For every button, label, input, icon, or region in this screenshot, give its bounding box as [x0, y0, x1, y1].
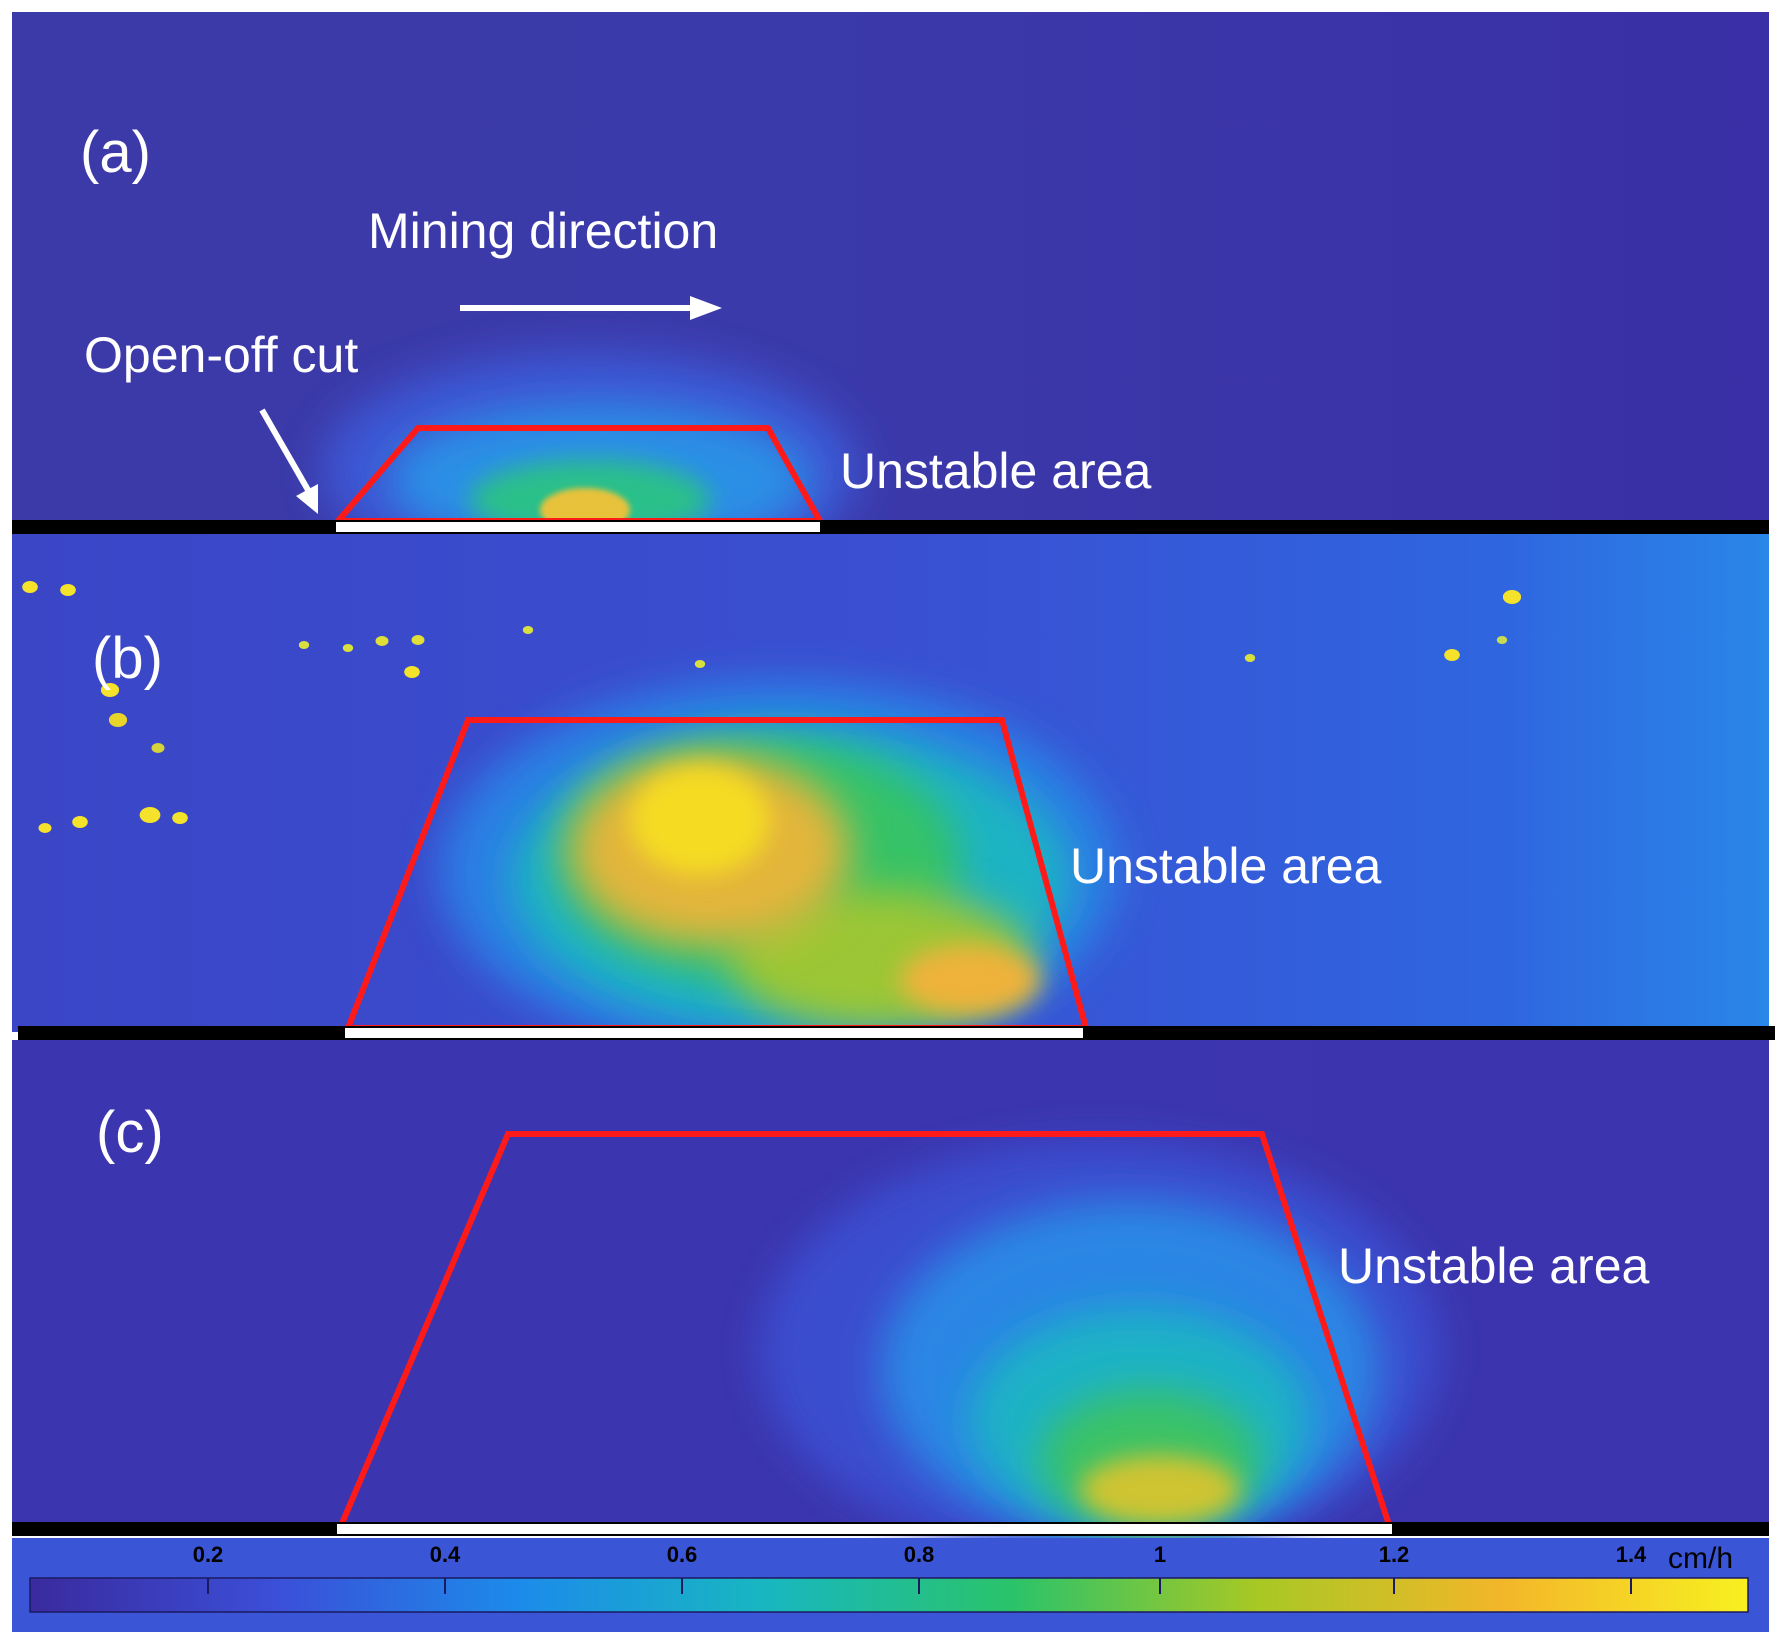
open-off-cut-arrowhead-icon [296, 484, 318, 514]
speckle [342, 644, 354, 652]
colorbar-tick-label: 1 [1154, 1542, 1166, 1567]
open-off-cut-arrow-icon [259, 408, 311, 492]
panel-c-excavated-seam [337, 1524, 1392, 1534]
speckle [411, 635, 425, 645]
speckle [1244, 654, 1256, 662]
panel-b-speckles [22, 581, 1522, 833]
panel-a-excavated-seam [336, 522, 820, 532]
colorbar-tick-label: 0.8 [904, 1542, 935, 1567]
panel-a-unstable-area-label: Unstable area [840, 443, 1151, 499]
panel-c: (c) Unstable area [12, 1040, 1769, 1560]
panel-c-unstable-area-label: Unstable area [1338, 1238, 1649, 1294]
speckle [298, 641, 310, 649]
panel-b-label: (b) [92, 626, 163, 691]
speckle [522, 626, 534, 634]
speckle [404, 666, 420, 678]
colorbar-unit-label: cm/h [1668, 1542, 1733, 1575]
speckle [108, 713, 128, 727]
colorbar-ticks: 0.2 0.4 0.6 0.8 1 1.2 1.4 [193, 1542, 1647, 1594]
panel-a-background [12, 12, 1769, 526]
speckle [60, 584, 76, 596]
colorbar-tick-label: 0.4 [430, 1542, 461, 1567]
speckle [1444, 649, 1460, 661]
panel-b-excavated-seam [345, 1028, 1083, 1038]
mining-direction-arrowhead-icon [690, 296, 722, 320]
panel-b-heatmap [440, 680, 1120, 1060]
panel-a: (a) Mining direction Open-off cut Unstab… [12, 12, 1769, 590]
speckle [151, 743, 165, 753]
panel-b: (b) Unstable area [12, 534, 1775, 1060]
colorbar: 0.2 0.4 0.6 0.8 1 1.2 1.4 cm/h [12, 1538, 1769, 1632]
panel-b-unstable-area-label: Unstable area [1070, 838, 1381, 894]
panel-c-label: (c) [96, 1100, 164, 1165]
panel-a-mining-direction-label: Mining direction [368, 203, 718, 259]
panel-a-label: (a) [80, 120, 151, 185]
speckle [375, 636, 389, 646]
speckle [172, 812, 188, 824]
speckle [72, 816, 88, 828]
panel-a-seam-line [12, 520, 1769, 534]
speckle [22, 581, 38, 593]
speckle [1502, 590, 1522, 604]
colorbar-tick-label: 0.2 [193, 1542, 224, 1567]
speckle [1496, 636, 1508, 644]
speckle [694, 660, 706, 668]
panel-a-open-off-cut-label: Open-off cut [84, 327, 358, 383]
speckle [100, 683, 120, 697]
speckle [38, 823, 52, 833]
speckle [139, 807, 161, 823]
colorbar-gradient [29, 1577, 1749, 1613]
colorbar-tick-label: 1.4 [1616, 1542, 1647, 1567]
colorbar-tick-label: 0.6 [667, 1542, 698, 1567]
colorbar-tick-label: 1.2 [1379, 1542, 1410, 1567]
panel-c-heatmap [760, 1140, 1440, 1560]
